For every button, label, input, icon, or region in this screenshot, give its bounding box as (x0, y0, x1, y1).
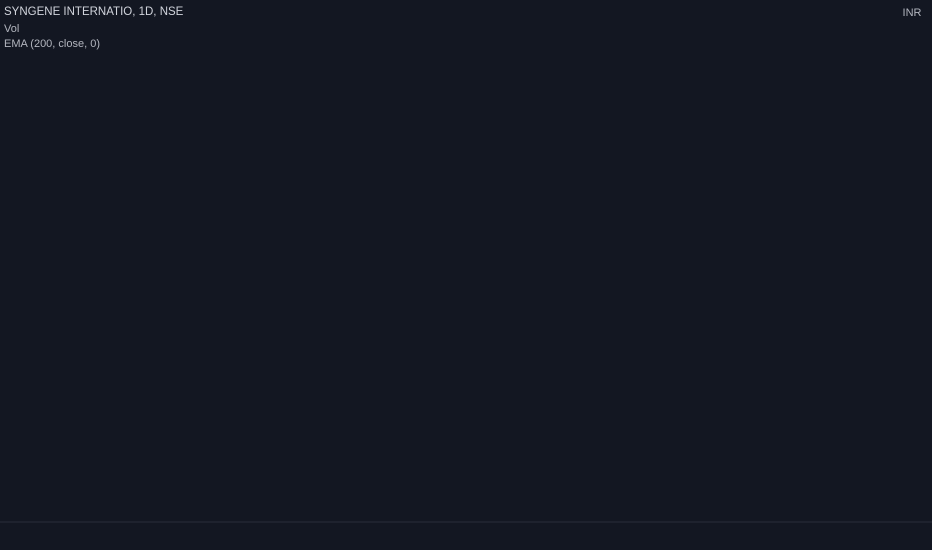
currency-label: INR (903, 7, 922, 19)
price-axis (888, 0, 932, 550)
chart-title: SYNGENE INTERNATIO, 1D, NSE (4, 6, 184, 18)
indicator-label: EMA (200, close, 0) (4, 38, 100, 50)
indicator-label: Vol (4, 23, 19, 35)
